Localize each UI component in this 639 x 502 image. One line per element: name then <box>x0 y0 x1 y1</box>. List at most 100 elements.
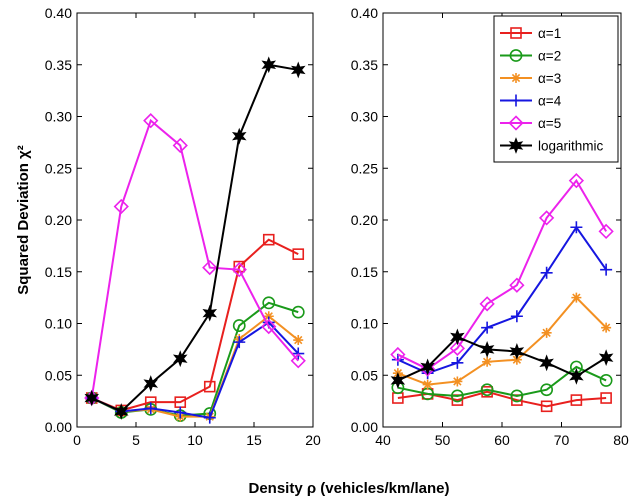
series-line <box>390 328 614 389</box>
data-point <box>144 402 157 415</box>
series-line <box>391 360 613 403</box>
legend-entry: logarithmic <box>500 137 604 154</box>
y-tick-label: 0.15 <box>351 264 378 280</box>
y-tick-label: 0.35 <box>45 57 72 73</box>
legend-label: α=5 <box>538 116 561 131</box>
data-point <box>480 383 494 397</box>
data-point <box>479 340 495 358</box>
data-point <box>540 266 553 279</box>
data-point <box>570 394 583 406</box>
x-axis-title: Density ρ (vehicles/km/lane) <box>248 480 449 497</box>
legend-entry: α=5 <box>500 115 561 131</box>
y-axis-title: Squared Deviation χ² <box>15 145 32 295</box>
data-point <box>203 411 216 424</box>
legend-marker <box>508 115 524 131</box>
data-point <box>510 310 523 323</box>
data-point <box>420 358 435 376</box>
y-tick-label: 0.10 <box>351 316 378 332</box>
data-point <box>601 322 612 333</box>
legend-entry: α=2 <box>500 49 561 64</box>
legend-label: α=3 <box>538 71 561 86</box>
data-point <box>540 383 554 397</box>
y-tick-label: 0.10 <box>45 316 72 332</box>
data-point <box>113 198 129 215</box>
data-point <box>538 210 555 226</box>
data-point <box>232 319 246 332</box>
y-tick-label: 0.40 <box>45 5 72 21</box>
data-point <box>202 259 218 276</box>
x-tick-label: 60 <box>494 432 510 448</box>
data-point <box>539 354 554 372</box>
data-point <box>452 376 463 387</box>
y-tick-label: 0.30 <box>45 109 72 125</box>
y-tick-label: 0.25 <box>45 160 72 176</box>
x-tick-label: 40 <box>375 432 391 448</box>
data-point <box>482 356 493 367</box>
data-point <box>203 380 216 393</box>
x-tick-label: 80 <box>613 432 629 448</box>
y-tick-label: 0.15 <box>45 264 72 280</box>
data-point <box>450 389 464 403</box>
x-tick-label: 50 <box>435 432 451 448</box>
data-point <box>509 343 525 360</box>
data-point <box>172 137 188 154</box>
data-point <box>479 296 495 312</box>
legend-label: α=2 <box>538 49 561 64</box>
legend-box <box>493 15 619 163</box>
data-point <box>598 349 614 367</box>
data-point <box>598 223 614 240</box>
data-point <box>290 353 306 369</box>
y-tick-label: 0.00 <box>45 419 72 435</box>
data-point <box>541 327 552 338</box>
data-point <box>390 372 406 389</box>
data-point <box>449 340 466 356</box>
series-line <box>90 118 300 399</box>
legend-entry: α=4 <box>500 94 562 109</box>
data-point <box>540 400 553 413</box>
y-tick-label: 0.40 <box>351 5 378 21</box>
x-tick-label: 15 <box>246 432 262 448</box>
y-tick-label: 0.05 <box>351 367 378 383</box>
data-point <box>600 392 612 404</box>
y-tick-label: 0.00 <box>351 419 378 435</box>
series-line <box>84 113 306 406</box>
series-line <box>84 56 306 420</box>
y-tick-label: 0.25 <box>351 160 378 176</box>
plot-frame <box>76 12 314 428</box>
panel-1: 0 5 10 15 20 0.00 0.05 0.10 0.15 0.20 0.25 0.30 0.35… <box>45 5 321 448</box>
data-point <box>233 336 246 349</box>
data-point <box>291 305 305 319</box>
y-tick-label: 0.30 <box>351 109 378 125</box>
data-point <box>568 173 585 189</box>
legend: α=1 α=2 α=3 α=4 α=5 logarithmic <box>493 15 619 163</box>
y-tick-label: 0.20 <box>45 212 72 228</box>
data-point <box>599 374 613 387</box>
data-point <box>509 277 525 293</box>
data-point <box>263 311 274 322</box>
data-point <box>202 304 218 322</box>
data-point <box>293 335 304 346</box>
data-point <box>422 379 433 390</box>
data-point <box>231 127 247 145</box>
data-point <box>231 262 247 278</box>
data-point <box>571 292 582 303</box>
y-tick-label: 0.35 <box>351 57 378 73</box>
data-point <box>292 248 305 260</box>
x-tick-label: 5 <box>132 432 140 448</box>
data-point <box>481 321 494 334</box>
series-line <box>91 63 299 413</box>
data-point <box>113 403 129 420</box>
data-point <box>569 367 584 385</box>
data-point <box>290 61 306 79</box>
x-tick-label: 20 <box>305 432 321 448</box>
legend-marker <box>508 137 524 154</box>
data-point <box>419 361 436 377</box>
legend-label: logarithmic <box>538 139 604 154</box>
legend-marker <box>509 49 523 62</box>
data-point <box>174 406 187 419</box>
data-point <box>262 233 275 246</box>
data-point <box>600 263 613 276</box>
x-tick-label: 0 <box>73 432 81 448</box>
data-point <box>390 346 406 363</box>
